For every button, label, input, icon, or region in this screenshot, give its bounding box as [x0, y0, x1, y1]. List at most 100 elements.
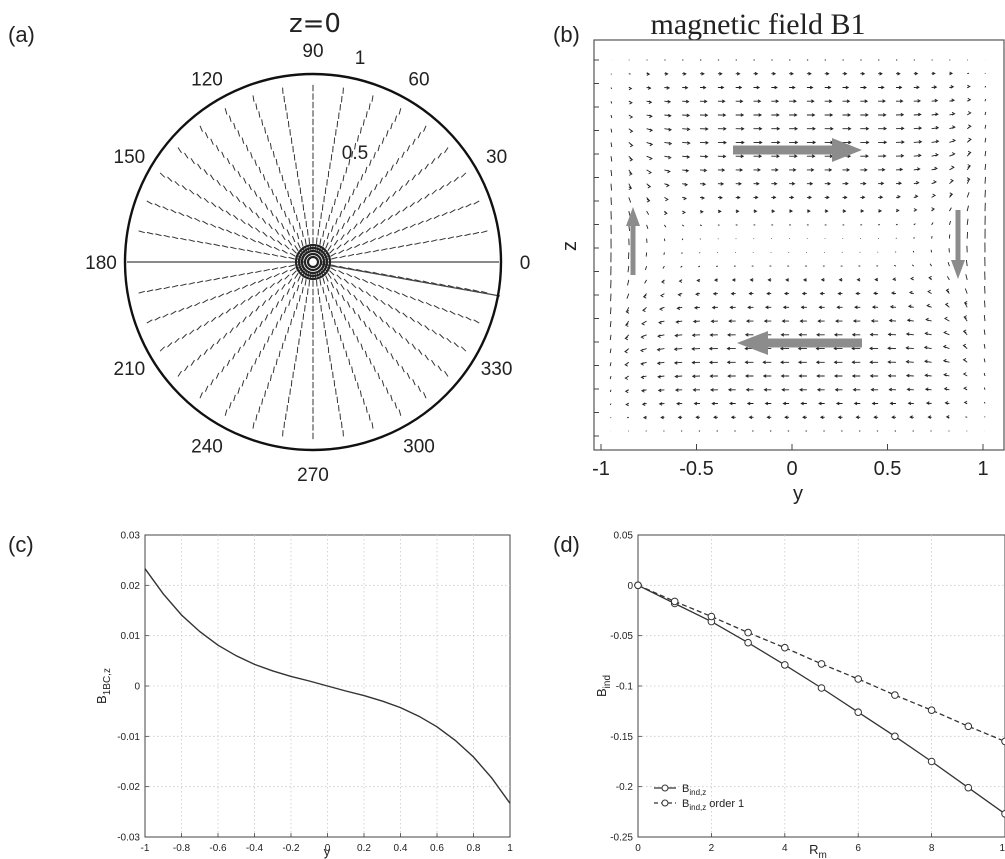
panel-c-ticks: -1 -0.8 -0.6 -0.4 -0.2 0 0.2 0.4 0.6 0.8 1 0.03 0.02… — [117, 531, 513, 855]
panel-d-point — [634, 581, 642, 590]
panel-d-point — [891, 691, 899, 699]
panel-d-point — [854, 708, 863, 717]
panel-d-ytick-label: -0.15 — [610, 732, 633, 743]
panel-b-xtick-label: 0.5 — [874, 458, 902, 480]
panel-a: (a) z=0 1 0.5 0 30 60 90 120 150 180 210 240 270 300… — [8, 9, 530, 486]
panel-c-series-line-0 — [144, 568, 511, 804]
flow-arrow-left-head — [737, 331, 768, 355]
panel-c-series — [144, 568, 511, 804]
panel-d-xlabel: Rm — [809, 842, 827, 859]
panel-d-series-line-1 — [637, 584, 1005, 743]
polar-center-ring-3 — [297, 246, 329, 278]
panel-d-point — [670, 597, 679, 606]
panel-d-point — [927, 706, 936, 715]
panel-d-ytick-label: 0 — [627, 581, 633, 592]
polar-angle-label-180: 180 — [85, 253, 117, 274]
panel-b-xlabel: y — [793, 483, 803, 505]
panel-d-xtick-label: 2 — [709, 843, 715, 854]
panel-c-ylabel: B1BC,z — [94, 668, 113, 704]
panel-c-xtick-label: 0.4 — [394, 843, 408, 854]
legend-marker-0 — [661, 784, 669, 792]
polar-angle-label-210: 210 — [114, 359, 146, 380]
flow-arrow-up-head — [626, 207, 640, 226]
panel-d-point — [707, 612, 716, 621]
panel-d-xtick-label: 0 — [635, 843, 641, 854]
flow-direction-arrows — [626, 138, 965, 355]
polar-angle-label-330: 330 — [481, 359, 513, 380]
panel-b-xtick-label: 0 — [786, 458, 797, 480]
polar-radial-label-1: 0.5 — [342, 143, 368, 164]
panel-b-plot-area — [593, 39, 1005, 451]
panel-a-title: z=0 — [289, 9, 341, 39]
panel-c-ytick-label: 0.03 — [121, 531, 141, 542]
panel-d-ytick-label: -0.05 — [610, 631, 633, 642]
panel-d-point — [891, 732, 899, 741]
vector-field-arrows — [609, 59, 987, 432]
panel-d-ytick-label: -0.1 — [616, 682, 634, 693]
panel-d-xtick-label: 6 — [855, 843, 861, 854]
panel-d-point — [817, 660, 826, 668]
polar-center-ring-1 — [303, 252, 323, 272]
polar-outer-circle — [123, 72, 503, 452]
panel-c-ytick-label: 0.01 — [121, 631, 141, 642]
polar-angle-label-60: 60 — [408, 69, 429, 90]
panel-b-xtick-label: -0.5 — [679, 458, 713, 480]
panel-a-label: (a) — [8, 22, 35, 47]
panel-c-ytick-label: -0.01 — [117, 732, 140, 743]
panel-d-point — [781, 661, 789, 669]
polar-angle-label-150: 150 — [114, 147, 146, 168]
polar-angle-label-240: 240 — [191, 437, 223, 458]
panel-c-xtick-label: -0.2 — [282, 843, 300, 854]
panel-d-ytick-label: 0.05 — [614, 531, 634, 542]
panel-c-ytick-label: -0.03 — [117, 833, 140, 844]
polar-radial-label-0: 1 — [355, 48, 366, 69]
panel-b-xtick-label: -1 — [592, 458, 610, 480]
polar-ray-350 — [320, 263, 501, 297]
panel-c-xlabel: y — [324, 844, 331, 859]
panel-c-xtick-label: 0.8 — [467, 843, 481, 854]
panel-d-ylabel: Bind — [594, 675, 613, 697]
panel-d: (d) 02468100.050-0.05-0.1-0.15-0.2-0.25 … — [553, 531, 1005, 859]
polar-angle-label-270: 270 — [297, 465, 329, 486]
flow-arrow-right-head — [832, 138, 862, 162]
panel-b-ticks: -1 -0.5 0 0.5 1 — [592, 59, 989, 480]
polar-center-ring-0 — [306, 255, 320, 269]
panel-c-xtick-label: 0.6 — [430, 843, 444, 854]
panel-d-xtick-label: 8 — [929, 843, 935, 854]
panel-d-point — [854, 675, 863, 683]
panel-c-xtick-label: -0.4 — [246, 843, 264, 854]
panel-c-xtick-label: 1 — [507, 843, 513, 854]
panel-d-point — [817, 684, 826, 692]
panel-d-point — [927, 757, 936, 766]
panel-c-xtick-label: -0.6 — [209, 843, 227, 854]
flow-arrow-down-head — [951, 260, 965, 279]
polar-center-ring-4 — [294, 243, 332, 281]
panel-d-point — [781, 643, 789, 652]
vector-field-glyphs — [609, 59, 987, 432]
panel-d-label: (d) — [553, 532, 580, 557]
panel-d-point — [744, 628, 752, 637]
panel-b-title: magnetic field B1 — [651, 8, 866, 41]
panel-b-xtick-label: 1 — [977, 458, 988, 480]
polar-angle-label-300: 300 — [403, 437, 435, 458]
polar-angle-label-30: 30 — [486, 147, 507, 168]
panel-d-point — [1001, 810, 1005, 818]
panel-d-point — [1001, 737, 1005, 746]
legend-marker-1 — [661, 799, 669, 807]
panel-d-xtick-label: 4 — [782, 843, 788, 854]
panel-d-ytick-label: -0.2 — [616, 782, 634, 793]
panel-d-grid — [638, 535, 1005, 837]
polar-angle-label-90: 90 — [302, 41, 323, 62]
panel-c-xtick-label: 0 — [325, 843, 331, 854]
polar-center-ring-2 — [300, 249, 326, 275]
panel-d-point — [964, 783, 973, 792]
panel-b-label: (b) — [553, 22, 580, 47]
panel-d-series — [634, 581, 1005, 818]
panel-d-point — [964, 722, 973, 731]
polar-angle-label-120: 120 — [191, 69, 223, 90]
panel-b: (b) magnetic field B1 -1 -0.5 0 0.5 1 y z — [553, 8, 1005, 505]
panel-c-xtick-label: -0.8 — [173, 843, 191, 854]
panel-c-xtick-label: -1 — [141, 843, 150, 854]
panel-b-ylabel: z — [559, 241, 581, 251]
